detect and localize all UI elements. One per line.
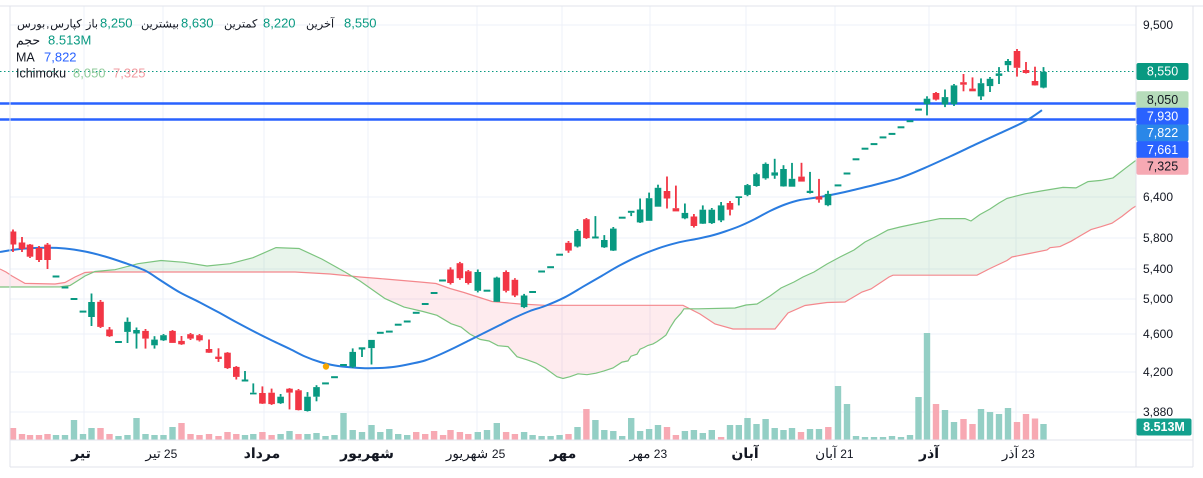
svg-text:Ichimoku: Ichimoku [16, 67, 66, 81]
svg-text:7,661: 7,661 [1147, 143, 1178, 157]
svg-text:7,325: 7,325 [1147, 160, 1178, 174]
svg-text:,: , [46, 19, 49, 31]
svg-text:7,930: 7,930 [1147, 110, 1178, 124]
svg-text:25: 25 [164, 447, 178, 461]
svg-text:7,822: 7,822 [44, 50, 77, 65]
svg-text:23: 23 [654, 447, 668, 461]
svg-text:8,550: 8,550 [344, 16, 377, 31]
svg-text:3,880: 3,880 [1143, 405, 1173, 419]
svg-text:8,550: 8,550 [1147, 65, 1178, 79]
svg-text:4,600: 4,600 [1143, 327, 1173, 341]
svg-text:4,200: 4,200 [1143, 365, 1173, 379]
svg-text:8.513M: 8.513M [1143, 420, 1185, 434]
svg-text:8,630: 8,630 [181, 16, 214, 31]
svg-text:8.513M: 8.513M [48, 33, 91, 48]
svg-text:MA: MA [16, 51, 35, 65]
svg-text:8,050: 8,050 [1147, 93, 1178, 107]
svg-text:7,325: 7,325 [113, 66, 146, 81]
svg-text:21: 21 [840, 447, 854, 461]
svg-text:8,250: 8,250 [100, 16, 133, 31]
svg-text:9,500: 9,500 [1143, 18, 1173, 32]
svg-text:5,800: 5,800 [1143, 231, 1173, 245]
svg-text:25: 25 [492, 447, 506, 461]
svg-text:6,400: 6,400 [1143, 190, 1173, 204]
svg-text:8,220: 8,220 [263, 16, 296, 31]
svg-text:5,400: 5,400 [1143, 262, 1173, 276]
svg-text:8,050: 8,050 [73, 66, 106, 81]
svg-text:5,000: 5,000 [1143, 292, 1173, 306]
svg-text:23: 23 [1021, 447, 1035, 461]
svg-text:7,822: 7,822 [1147, 126, 1178, 140]
